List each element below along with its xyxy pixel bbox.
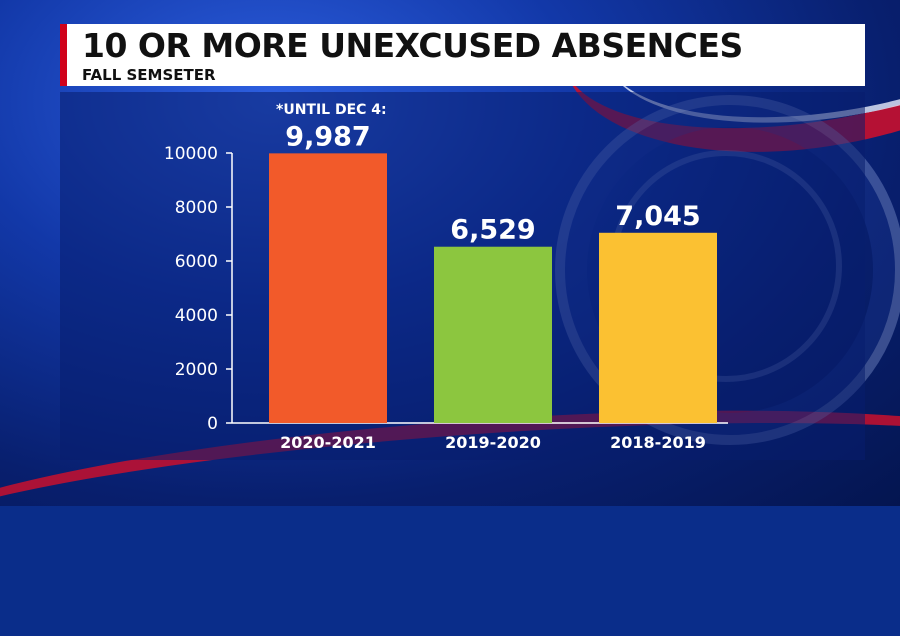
data-label-2019-2020: 6,529 xyxy=(450,215,535,246)
y-tick-label: 4000 xyxy=(175,306,218,326)
y-tick-label: 10000 xyxy=(164,144,218,164)
x-tick-label-2020-2021: 2020-2021 xyxy=(280,433,376,452)
header-accent-bar xyxy=(60,24,67,86)
bar-2020-2021 xyxy=(269,153,387,423)
bar-2018-2019 xyxy=(599,232,717,423)
x-tick-label-2019-2020: 2019-2020 xyxy=(445,433,541,452)
header-banner: 10 OR MORE UNEXCUSED ABSENCES FALL SEMSE… xyxy=(60,24,865,86)
bar-2019-2020 xyxy=(434,246,552,423)
y-tick-label: 2000 xyxy=(175,360,218,380)
x-tick-label-2018-2019: 2018-2019 xyxy=(610,433,706,452)
data-label-2018-2019: 7,045 xyxy=(615,201,700,232)
y-tick-label: 6000 xyxy=(175,252,218,272)
annotation-until-dec-4: *UNTIL DEC 4: xyxy=(276,102,387,118)
y-tick-label: 8000 xyxy=(175,198,218,218)
data-label-2020-2021: 9,987 xyxy=(285,121,370,152)
chart-subtitle: FALL SEMSETER xyxy=(82,66,216,84)
y-tick-label: 0 xyxy=(207,414,218,434)
chart-title: 10 OR MORE UNEXCUSED ABSENCES xyxy=(82,26,743,65)
bar-chart: 0 2000 4000 6000 8000 10000 9,987 2020-2021 6,52… xyxy=(164,121,728,452)
